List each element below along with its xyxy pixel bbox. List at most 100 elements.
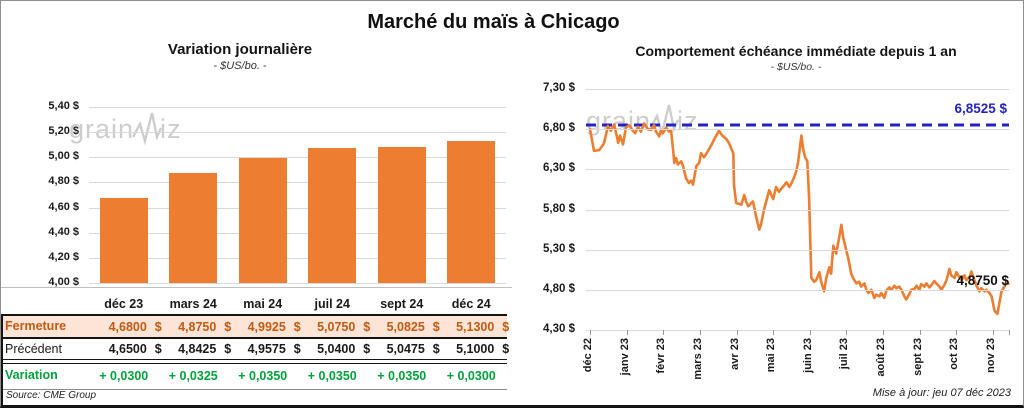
x-axis-label: févr 23 xyxy=(655,338,668,374)
x-axis-tick xyxy=(663,330,665,335)
table-cell: 4,6500 $ xyxy=(86,339,162,359)
line-gridline xyxy=(586,169,1009,171)
table-row-variation: Variation + 0,0300 + 0,0325 + 0,0350 + 0,03… xyxy=(1,365,507,386)
update-note: Mise à jour: jeu 07 déc 2023 xyxy=(872,387,1011,399)
table-cell: 4,9575 $ xyxy=(225,339,301,359)
bar-chart-subtitle: - $US/bo. - xyxy=(213,60,267,72)
line-chart-title: Comportement échéance immédiate depuis 1… xyxy=(635,43,957,59)
line-gridline xyxy=(586,129,1009,131)
cell-currency: $ xyxy=(363,342,371,356)
line-y-axis-label: 6,80 $ xyxy=(543,122,575,135)
x-axis-label: déc 22 xyxy=(582,338,594,373)
table-cell: 5,0400 $ xyxy=(294,339,370,359)
table-cell: 5,0750 $ xyxy=(294,316,370,337)
table-cell: + 0,0325 xyxy=(155,365,231,386)
line-chart-subtitle: - $US/bo. - xyxy=(770,61,822,73)
table-cell: 4,9925 $ xyxy=(225,316,301,337)
cell-value: 4,6500 xyxy=(108,342,147,356)
line-y-axis-label: 5,30 $ xyxy=(543,242,575,255)
bar xyxy=(99,197,148,283)
bar-gridline xyxy=(89,182,506,184)
cell-value: 4,6800 xyxy=(108,319,147,334)
x-axis-tick xyxy=(590,330,591,335)
bar xyxy=(169,173,218,283)
bar-y-axis-label: 4,20 $ xyxy=(48,250,79,263)
line-y-axis-label: 4,30 $ xyxy=(543,323,575,335)
x-axis-tick xyxy=(773,330,775,335)
table-border-bottom xyxy=(1,389,507,390)
bar-gridline xyxy=(89,257,506,259)
table-cell: 4,8425 $ xyxy=(155,339,231,359)
x-axis-label: avr 23 xyxy=(728,338,741,370)
table-cell: 4,6800 $ xyxy=(86,316,162,337)
cell-currency: $ xyxy=(502,342,510,356)
cell-value: 4,8750 xyxy=(178,319,217,334)
table-column-header: déc 24 xyxy=(451,297,491,311)
bar-gridline xyxy=(89,157,506,159)
x-axis-tick xyxy=(846,330,848,335)
x-axis-tick xyxy=(883,330,885,335)
table-column-header: déc 23 xyxy=(104,297,144,311)
watermark-zigzag-icon xyxy=(132,112,163,146)
bar-y-axis-label: 4,60 $ xyxy=(48,200,79,213)
watermark-text: grain xyxy=(69,113,135,144)
watermark-logo: grain iz xyxy=(586,103,699,139)
x-axis-label: juin 23 xyxy=(801,338,814,373)
x-axis-tick xyxy=(919,330,921,335)
watermark-logo: grain iz xyxy=(69,111,182,147)
x-axis-label: janv 23 xyxy=(618,338,631,376)
line-y-axis-label: 6,30 $ xyxy=(543,162,575,175)
x-axis-label: mai 23 xyxy=(765,338,778,373)
table-border-mid xyxy=(1,337,507,339)
cell-value: + 0,0350 xyxy=(238,368,288,383)
x-axis-label: sept 23 xyxy=(911,338,924,376)
page-title: Marché du maïs à Chicago xyxy=(367,11,620,33)
cell-currency: $ xyxy=(432,342,440,356)
bar-y-axis-label: 4,40 $ xyxy=(48,225,79,238)
x-axis-tick xyxy=(736,330,738,335)
table-row-precedent: Précédent 4,6500 $4,8425 $4,9575 $ 5,0400 $5,… xyxy=(1,339,509,359)
table-cell: 5,1000 $ xyxy=(433,339,509,359)
table-header-row: déc 23 mars 24 mai 24 juil 24 sept 24 déc 24 xyxy=(1,294,512,314)
line-gridline xyxy=(586,89,1009,90)
cell-currency: $ xyxy=(224,319,232,334)
x-axis-label: août 23 xyxy=(875,338,888,377)
cell-value: 5,0750 xyxy=(317,319,356,334)
last-value-label: 4,8750 $ xyxy=(956,273,1009,288)
x-axis-label: mars 23 xyxy=(691,338,704,380)
table-cell: 5,0825 $ xyxy=(364,316,440,337)
table-cell: 5,1300 $ xyxy=(433,316,509,337)
table-cell: + 0,0300 xyxy=(86,365,162,386)
x-axis-tick xyxy=(626,330,628,335)
bar-y-axis-label: 5,20 $ xyxy=(48,125,79,138)
x-axis-tick xyxy=(809,330,811,335)
line-chart-y-axis: 7,30 $ 6,80 $ 6,30 $ 5,80 $ 5,30 $ 4,80 $ 4,30… xyxy=(509,82,581,335)
price-line-series xyxy=(588,122,1010,316)
bar-gridline xyxy=(89,283,506,284)
row-label-precedent: Précédent xyxy=(5,342,62,356)
bar-y-axis-label: 5,40 $ xyxy=(48,100,79,112)
cell-currency: $ xyxy=(293,319,301,334)
bar xyxy=(308,147,357,283)
table-cell: 5,0475 $ xyxy=(364,339,440,359)
cell-value: + 0,0325 xyxy=(168,368,218,383)
table-left-border xyxy=(1,314,3,405)
table-column-header: mars 24 xyxy=(169,297,217,311)
x-axis-tick xyxy=(956,330,958,335)
bar xyxy=(377,146,426,283)
bar-y-axis-label: 4,00 $ xyxy=(48,276,79,288)
x-axis-tick xyxy=(699,330,701,335)
cell-currency: $ xyxy=(154,342,162,356)
chart-table-separator xyxy=(1,287,512,288)
row-label-variation: Variation xyxy=(5,368,58,382)
cell-value: + 0,0300 xyxy=(446,368,496,383)
watermark-zigzag-icon xyxy=(649,104,680,138)
bar-gridline xyxy=(89,232,506,234)
cell-value: 5,0400 xyxy=(317,342,356,356)
x-axis-label: juil 23 xyxy=(838,338,851,370)
x-axis-tick xyxy=(993,330,995,335)
line-y-axis-label: 4,80 $ xyxy=(543,282,575,295)
cell-value: + 0,0350 xyxy=(377,368,427,383)
table-cell: + 0,0350 xyxy=(294,365,370,386)
